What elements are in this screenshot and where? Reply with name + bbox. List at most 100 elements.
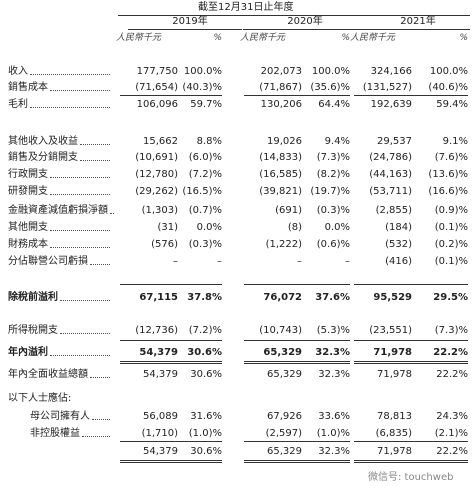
unit-header: % <box>213 33 222 43</box>
amount-cell: 76,072 <box>263 292 302 303</box>
amount-cell: (39,821) <box>259 186 302 197</box>
watermark: 微信号: touchweb <box>368 472 454 483</box>
year-header: 2020年 <box>287 16 323 27</box>
percent-cell: 9.1% <box>442 136 468 147</box>
unit-header: 人民幣千元 <box>116 33 162 43</box>
underline <box>120 462 222 463</box>
label-text: 以下人士應佔: <box>8 393 72 404</box>
amount-cell: 177,750 <box>136 66 178 77</box>
percent-cell: (19.7)% <box>310 186 350 197</box>
label-text: 銷售及分銷開支 <box>8 152 78 163</box>
percent-cell: 32.3% <box>318 446 350 457</box>
percent-cell: (0.9)% <box>434 205 468 216</box>
percent-cell: (2.1)% <box>434 428 468 439</box>
amount-cell: 202,073 <box>260 66 302 77</box>
percent-cell: 59.7% <box>190 99 222 110</box>
percent-cell: (0.2)% <box>434 239 468 250</box>
percent-cell: 32.3% <box>315 347 350 358</box>
underline <box>120 361 222 362</box>
amount-cell: (24,786) <box>369 152 412 163</box>
label-text: 財務成本 <box>8 239 48 250</box>
underline <box>244 95 350 96</box>
leader <box>60 333 110 334</box>
underline <box>244 361 350 362</box>
label-text: 其他收入及收益 <box>8 136 78 147</box>
percent-cell: (7.6)% <box>434 152 468 163</box>
amount-cell: (31) <box>157 222 178 233</box>
row-label: 其他開支 <box>8 222 110 234</box>
unit-header: 人民幣千元 <box>350 33 396 43</box>
label-text: 行政開支 <box>8 169 48 180</box>
leader <box>50 230 110 231</box>
percent-cell: (7.2)% <box>188 325 222 336</box>
underline <box>354 441 468 442</box>
percent-cell: (0.6)% <box>316 239 350 250</box>
underline <box>244 284 350 285</box>
amount-cell: 65,329 <box>267 369 302 380</box>
amount-cell: 67,926 <box>267 411 302 422</box>
amount-cell: 15,662 <box>143 136 178 147</box>
leader <box>50 177 110 178</box>
percent-cell: 59.4% <box>436 99 468 110</box>
row-label: 母公司擁有人 <box>30 411 110 423</box>
percent-cell: 37.6% <box>315 292 350 303</box>
amount-cell: (1,303) <box>141 205 178 216</box>
amount-cell: (16,585) <box>259 169 302 180</box>
leader <box>92 419 110 420</box>
percent-cell: (1.0)% <box>188 428 222 439</box>
leader <box>50 247 110 248</box>
amount-cell: (532) <box>385 239 412 250</box>
leader <box>80 160 110 161</box>
label-text: 所得稅開支 <box>8 325 58 336</box>
underline <box>354 462 468 463</box>
underline <box>354 340 468 341</box>
row-label: 毛利 <box>8 99 110 111</box>
leader <box>50 90 110 91</box>
percent-cell: (40.3)% <box>182 82 222 93</box>
percent-cell: (13.6)% <box>428 169 468 180</box>
amount-cell: 56,089 <box>143 411 178 422</box>
percent-cell: (0.3)% <box>188 239 222 250</box>
percent-cell: (0.1)% <box>434 222 468 233</box>
percent-cell: 64.4% <box>318 99 350 110</box>
underline <box>120 460 222 461</box>
label-text: 研發開支 <box>8 186 48 197</box>
amount-cell: 54,379 <box>139 347 178 358</box>
label-text: 收入 <box>8 66 28 77</box>
leader <box>90 377 110 378</box>
percent-cell: (7.3)% <box>434 325 468 336</box>
period-header: 截至12月31日止年度 <box>198 2 294 13</box>
header-rule <box>118 15 470 16</box>
amount-cell: 71,978 <box>373 347 412 358</box>
percent-cell: 9.4% <box>324 136 350 147</box>
amount-cell: 29,537 <box>377 136 412 147</box>
row-label: 以下人士應佔: <box>8 393 110 405</box>
leader <box>60 300 110 301</box>
underline <box>244 460 350 461</box>
underline <box>244 441 350 442</box>
percent-cell: 37.8% <box>187 292 222 303</box>
row-label: 研發開支 <box>8 186 110 198</box>
percent-cell: 22.2% <box>436 369 468 380</box>
year-header: 2021年 <box>400 16 436 27</box>
amount-cell: 324,166 <box>370 66 412 77</box>
amount-cell: 65,329 <box>267 446 302 457</box>
amount-cell: (6,835) <box>375 428 412 439</box>
amount-cell: (576) <box>151 239 178 250</box>
amount-cell: (184) <box>385 222 412 233</box>
amount-cell: (71,654) <box>135 82 178 93</box>
underline <box>244 363 350 364</box>
leader <box>90 264 110 265</box>
row-label: 銷售及分銷開支 <box>8 152 110 164</box>
percent-cell: 31.6% <box>190 411 222 422</box>
row-label: 除稅前溢利 <box>8 292 110 304</box>
underline <box>120 95 222 96</box>
percent-cell: (0.7)% <box>188 205 222 216</box>
label-text: 銷售成本 <box>8 82 48 93</box>
year-rule <box>356 29 470 30</box>
leader <box>30 74 110 75</box>
percent-cell: 0.0% <box>324 222 350 233</box>
label-text: 年內全面收益總額 <box>8 369 88 380</box>
percent-cell: 30.6% <box>190 369 222 380</box>
amount-cell: (131,527) <box>362 82 412 93</box>
